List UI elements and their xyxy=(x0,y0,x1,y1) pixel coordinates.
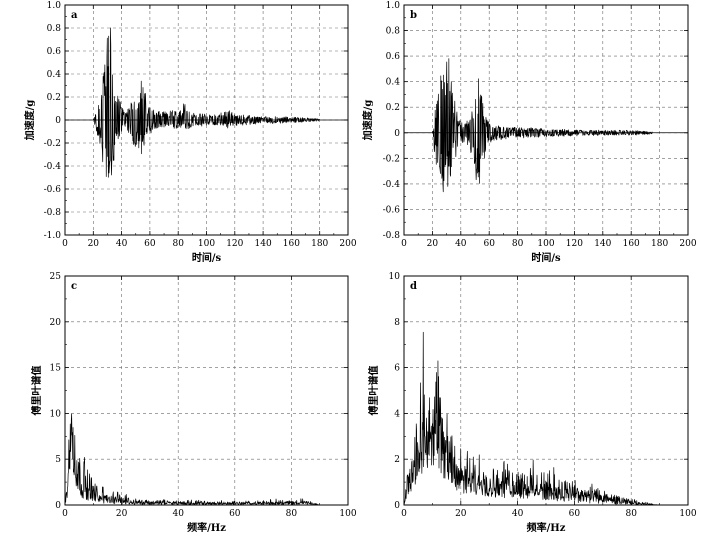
y-tick-label: 0.2 xyxy=(47,93,61,103)
y-tick-label: -0.2 xyxy=(383,154,400,164)
x-tick-label: 60 xyxy=(229,509,241,519)
y-tick-label: -0.6 xyxy=(44,185,62,195)
x-tick-label: 80 xyxy=(625,509,637,519)
x-tick-label: 180 xyxy=(311,239,328,249)
y-tick-label: 0.4 xyxy=(47,70,62,80)
x-tick-label: 40 xyxy=(172,509,184,519)
x-tick-label: 200 xyxy=(679,239,696,249)
x-tick-label: 140 xyxy=(594,239,611,249)
x-tick-label: 0 xyxy=(401,509,407,519)
y-tick-label: 0.4 xyxy=(386,78,401,88)
panel-b: 0 20 40 60 80 100 120 140 160 180 200 -0.8 -0.6 -0.4 -… xyxy=(361,1,697,264)
x-tick-label: 80 xyxy=(512,239,524,249)
y-tick-label: 0 xyxy=(55,501,61,511)
y-tick-label: 6 xyxy=(394,364,400,374)
y-axis-label: 傅里叶谱值 xyxy=(367,366,380,417)
x-tick-label: 20 xyxy=(116,509,128,519)
x-tick-label: 60 xyxy=(483,239,495,249)
x-axis-label: 频率/Hz xyxy=(527,521,566,534)
y-tick-label: 2 xyxy=(394,455,400,465)
x-tick-label: 100 xyxy=(339,509,356,519)
series-line xyxy=(64,413,320,506)
y-tick-label: -0.4 xyxy=(44,162,62,172)
x-tick-label: 160 xyxy=(283,239,300,249)
x-tick-label: 60 xyxy=(569,509,581,519)
x-tick-label: 0 xyxy=(62,509,68,519)
y-tick-label: 1.0 xyxy=(47,1,62,11)
x-tick-label: 20 xyxy=(427,239,439,249)
y-tick-label: 25 xyxy=(50,272,62,282)
y-axis-label: 加速度/g xyxy=(23,100,36,142)
panel-letter: a xyxy=(71,10,78,21)
x-tick-label: 40 xyxy=(455,239,467,249)
panel-c: 0 20 40 60 80 100 0 5 10 15 20 25 c 频率/Hz 傅里叶谱值 xyxy=(30,272,357,534)
y-tick-label: 0.8 xyxy=(47,24,62,34)
y-tick-label: -1.0 xyxy=(44,231,62,241)
x-tick-label: 200 xyxy=(339,239,356,249)
y-axis-label: 加速度/g xyxy=(361,100,374,142)
y-tick-label: 10 xyxy=(389,272,401,282)
x-axis-label: 时间/s xyxy=(531,251,561,264)
x-tick-label: 100 xyxy=(537,239,554,249)
x-tick-label: 80 xyxy=(286,509,298,519)
x-tick-label: 140 xyxy=(255,239,272,249)
plot-frame xyxy=(64,275,349,506)
y-tick-label: 0.8 xyxy=(386,27,401,37)
y-tick-label: 4 xyxy=(394,409,400,419)
panel-letter: d xyxy=(410,281,417,292)
x-tick-label: 100 xyxy=(679,509,696,519)
y-tick-label: 0 xyxy=(394,501,400,511)
x-axis-label: 频率/Hz xyxy=(187,521,226,534)
panel-d: 0 20 40 60 80 100 0 2 4 6 8 10 d 频率/Hz 傅里叶谱值 xyxy=(367,272,697,534)
panel-letter: b xyxy=(410,10,417,21)
y-tick-label: 8 xyxy=(394,318,400,328)
panel-letter: c xyxy=(71,281,77,292)
x-tick-label: 120 xyxy=(566,239,583,249)
y-tick-label: -0.8 xyxy=(44,208,62,218)
y-tick-label: 1.0 xyxy=(386,1,401,11)
x-tick-label: 40 xyxy=(116,239,128,249)
panel-a: 0 20 40 60 80 100 120 140 160 180 200 -1.0 -0.8 -0.6 -… xyxy=(23,1,357,264)
y-axis-label: 傅里叶谱值 xyxy=(30,366,43,417)
x-tick-label: 160 xyxy=(623,239,640,249)
y-tick-label: 0.6 xyxy=(47,47,62,57)
x-tick-label: 180 xyxy=(651,239,668,249)
y-tick-label: -0.2 xyxy=(44,139,61,149)
x-axis-label: 时间/s xyxy=(192,251,222,264)
y-tick-label: 15 xyxy=(50,364,62,374)
x-tick-label: 20 xyxy=(455,509,467,519)
y-tick-label: 10 xyxy=(50,409,62,419)
y-tick-label: 0 xyxy=(55,116,61,126)
x-tick-label: 0 xyxy=(62,239,68,249)
x-tick-label: 0 xyxy=(401,239,407,249)
y-tick-label: -0.6 xyxy=(383,205,401,215)
series-line xyxy=(432,58,653,193)
plot-frame xyxy=(403,275,689,506)
x-tick-label: 120 xyxy=(226,239,243,249)
x-tick-label: 60 xyxy=(144,239,156,249)
x-tick-label: 80 xyxy=(172,239,184,249)
y-tick-label: 0.6 xyxy=(386,52,401,62)
y-tick-label: 0.2 xyxy=(386,103,400,113)
y-tick-label: 5 xyxy=(55,455,61,465)
x-tick-label: 40 xyxy=(512,509,524,519)
y-tick-label: -0.8 xyxy=(383,231,401,241)
x-tick-label: 100 xyxy=(198,239,215,249)
y-tick-label: -0.4 xyxy=(383,180,401,190)
series-line xyxy=(92,27,320,178)
y-tick-label: 20 xyxy=(50,318,62,328)
series-line xyxy=(403,331,660,506)
y-tick-label: 0 xyxy=(394,129,400,139)
x-tick-label: 20 xyxy=(88,239,100,249)
